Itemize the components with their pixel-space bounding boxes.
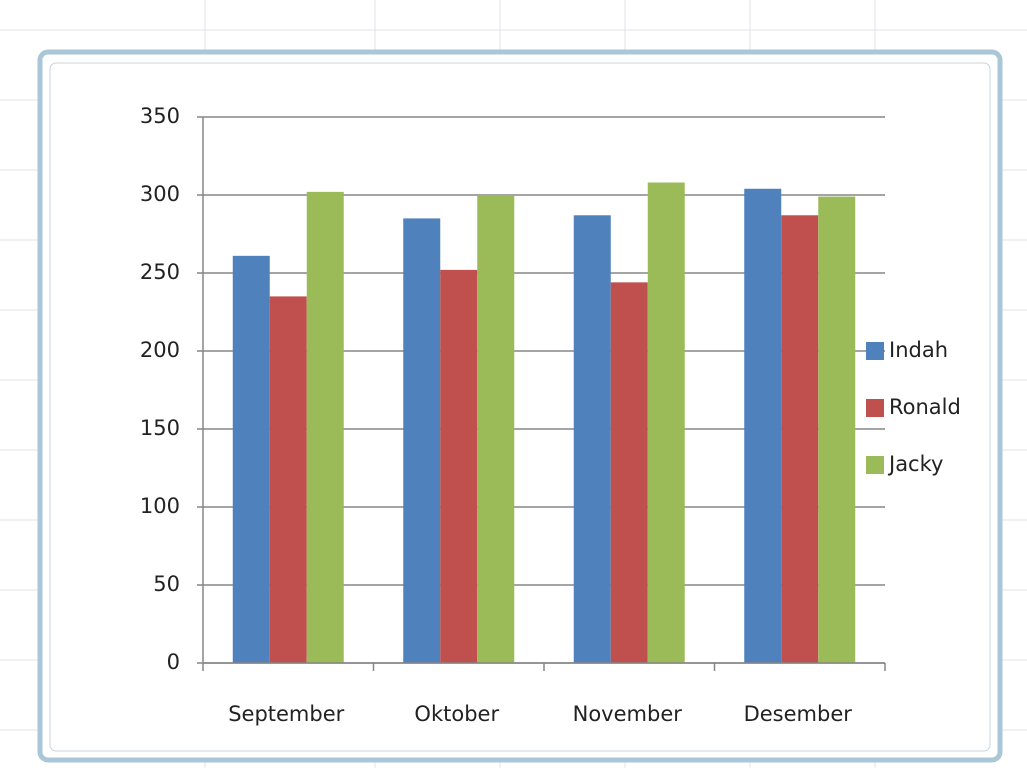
x-tick-label: September [228,702,344,726]
bar [440,269,478,663]
x-tick-label: Desember [744,702,853,726]
x-tick-label: Oktober [414,702,499,726]
bar [477,195,515,663]
y-tick-label: 100 [140,494,180,518]
bar [306,191,344,663]
legend-swatch [866,342,884,360]
y-tick-label: 50 [153,572,180,596]
legend-label: Indah [889,338,948,362]
bar [269,296,307,663]
y-tick-label: 300 [140,182,180,206]
y-tick-label: 200 [140,338,180,362]
legend-label: Ronald [889,395,961,419]
bar [610,282,648,663]
bar [781,215,819,663]
bar [818,196,856,663]
legend-swatch [866,456,884,474]
bar [647,182,685,663]
bar [573,215,611,663]
legend-swatch [866,399,884,417]
legend-label: Jacky [887,452,943,476]
y-tick-label: 150 [140,416,180,440]
bar [744,188,782,663]
bar [232,255,270,663]
y-tick-label: 350 [140,104,180,128]
bar [403,218,441,663]
x-tick-label: November [573,702,683,726]
y-tick-label: 0 [167,650,180,674]
y-tick-label: 250 [140,260,180,284]
